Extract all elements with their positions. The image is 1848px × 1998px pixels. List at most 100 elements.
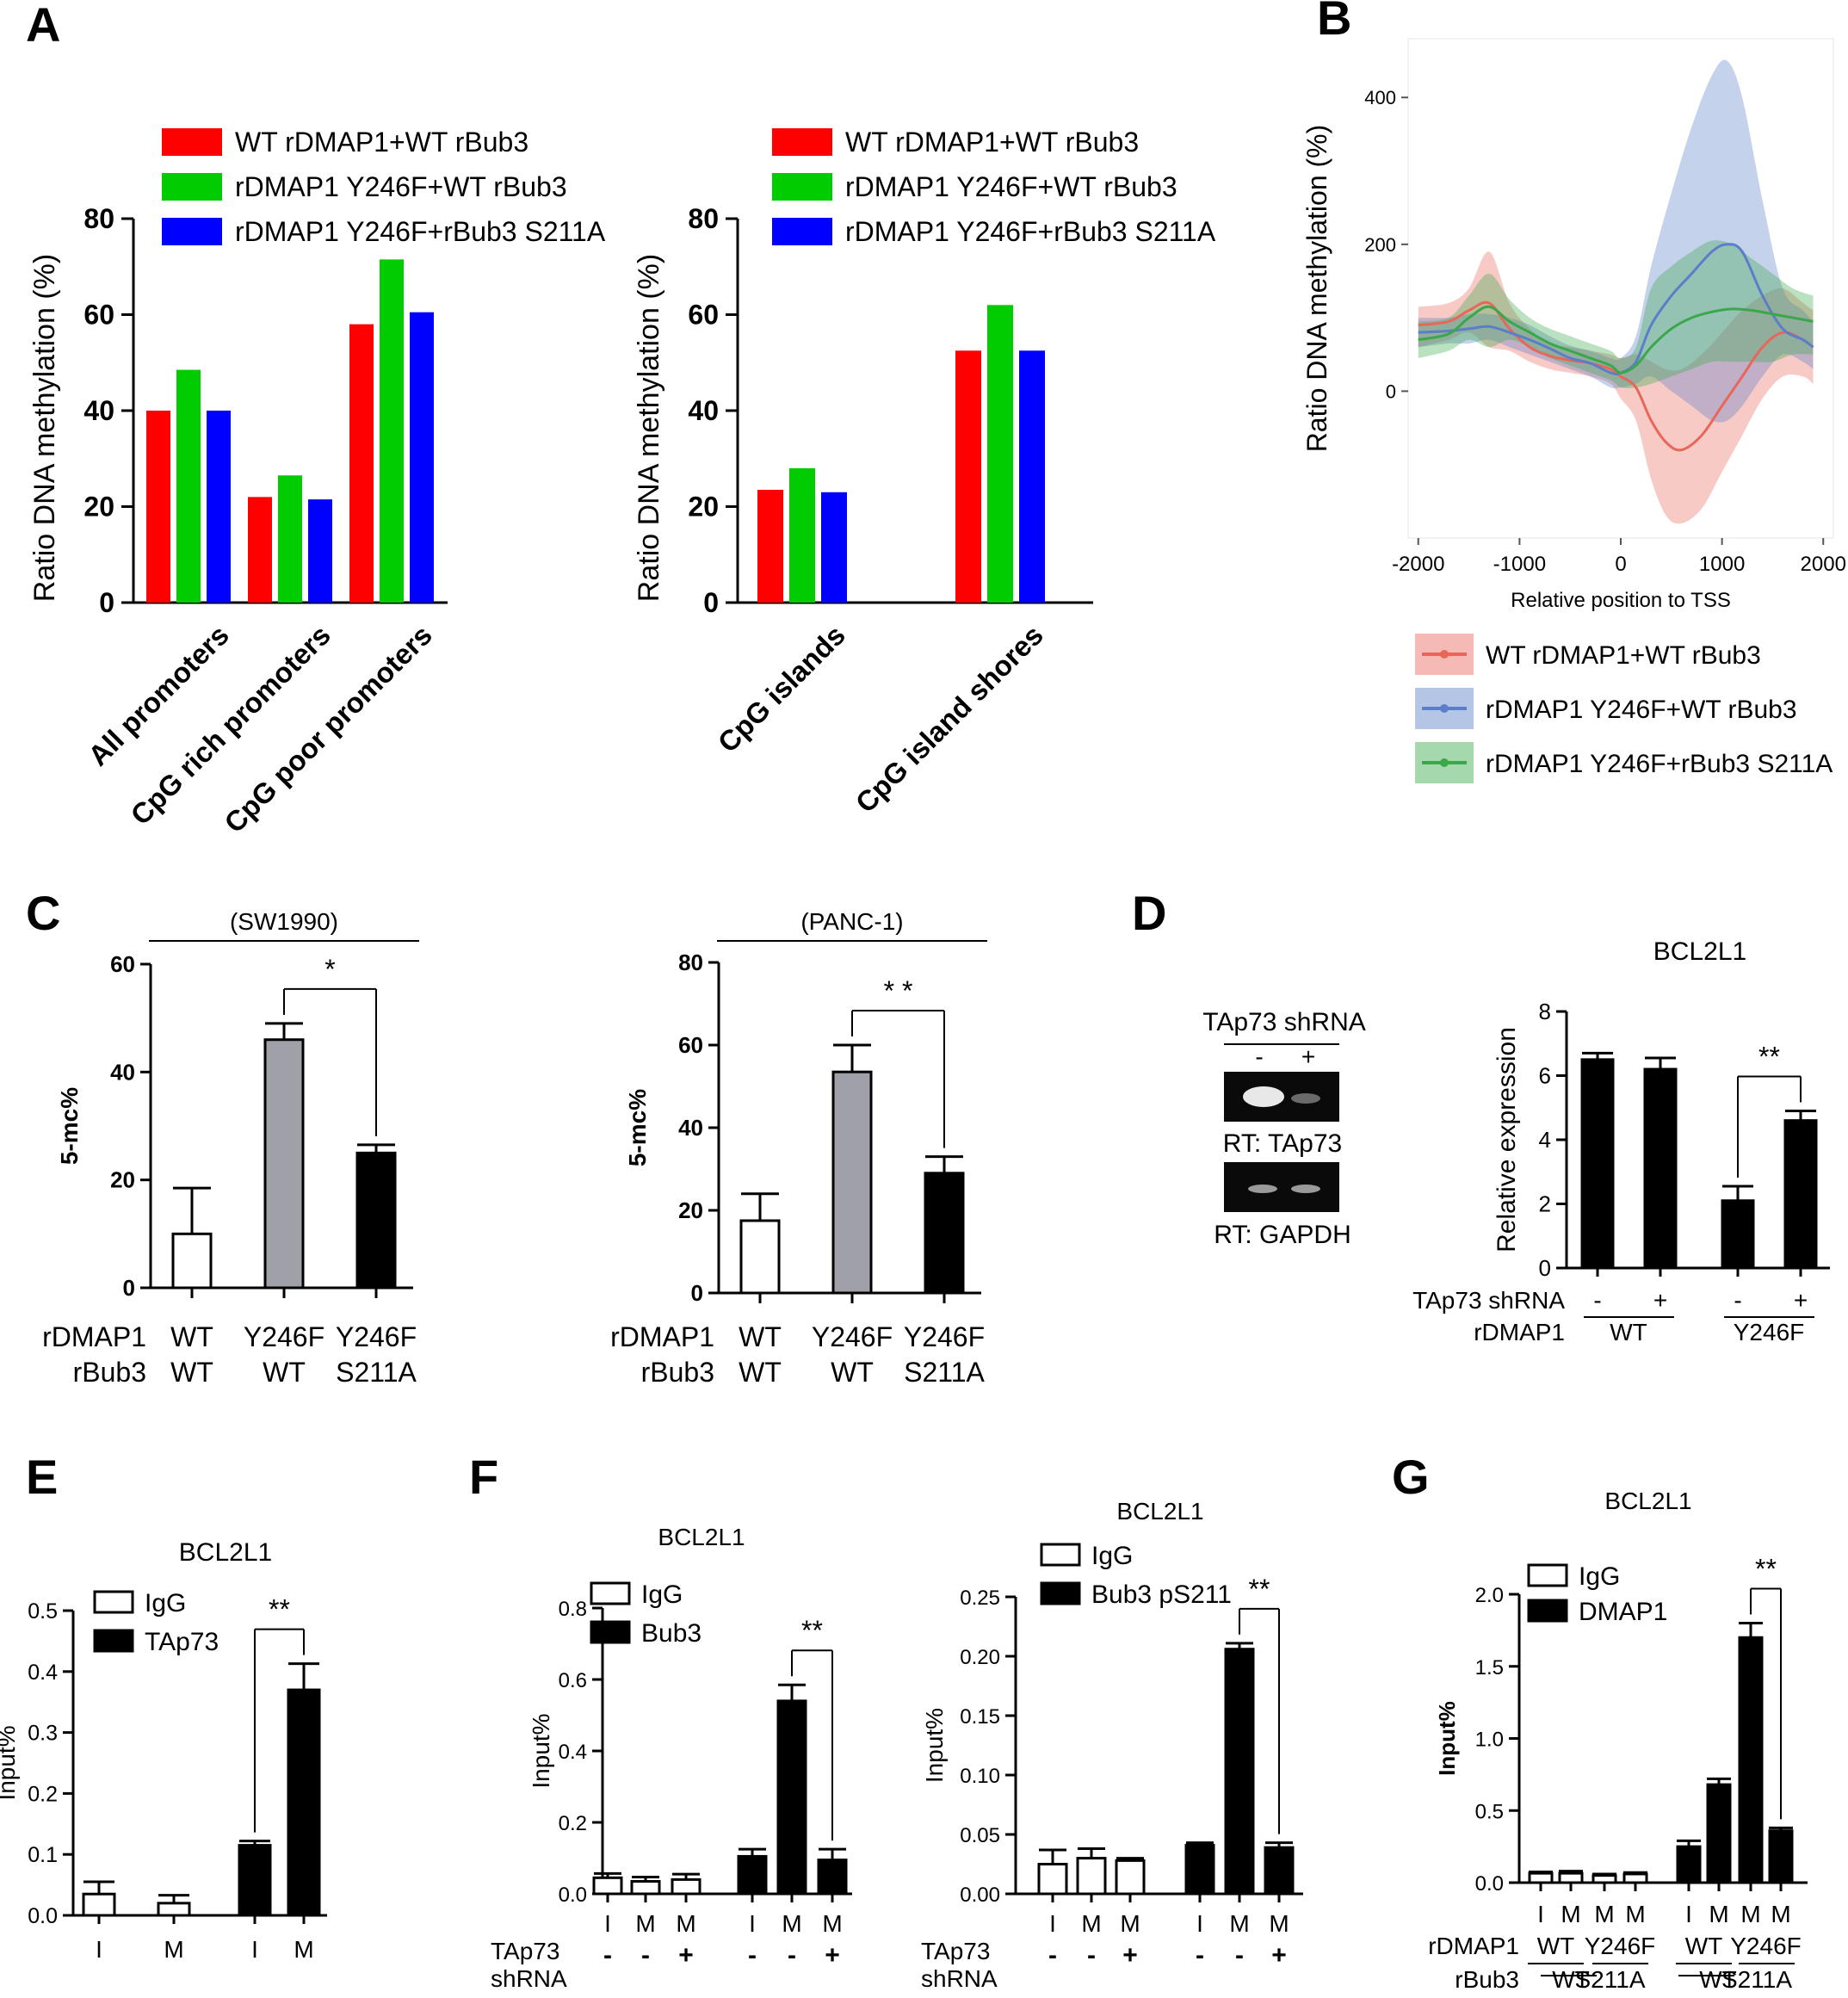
chart-title: BCL2L1 [658, 1524, 745, 1550]
legend-swatch [590, 1581, 631, 1605]
x-label: I [1049, 1910, 1056, 1937]
legend-dot [1440, 650, 1449, 659]
bar-5 [1706, 1783, 1732, 1884]
y-tick-label: 0.4 [28, 1661, 58, 1685]
x-category-label: CpG island shores [850, 619, 1049, 819]
bar-2 [671, 1877, 701, 1896]
bar-4 [1676, 1845, 1702, 1884]
panel-label-E: E [26, 1450, 58, 1504]
x-tick-label: 2000 [1801, 553, 1846, 576]
y-tick-label: 2.0 [1475, 1584, 1504, 1607]
shrna-sign: - [641, 1941, 650, 1970]
y-tick-label: 0.4 [559, 1741, 587, 1764]
bar-2 [924, 1172, 965, 1295]
legend-swatch [772, 173, 832, 201]
x-label: I [1537, 1901, 1544, 1927]
chart-C1: 0 20 40 60 5-mc% * (SW1990) rDMAP1 rBub3 WT WT Y246… [42, 908, 419, 1388]
chart-A2: 0 20 40 60 80 Ratio DNA methylation (%) CpG is… [633, 127, 1216, 819]
x-label: Y246F [904, 1321, 985, 1352]
blot-image-gapdh [1224, 1162, 1339, 1212]
y-tick-label: 0.2 [559, 1812, 587, 1835]
significance-label: ** [1755, 1554, 1777, 1585]
legend-label: rDMAP1 Y246F+rBub3 S211A [1486, 750, 1833, 778]
legend-label: WT rDMAP1+WT rBub3 [235, 127, 528, 158]
x-label: WT [170, 1357, 213, 1388]
group-label: WT [1685, 1933, 1723, 1959]
row-label: rBub3 [641, 1357, 714, 1388]
bar-2 [1721, 1199, 1755, 1270]
y-tick-label: 20 [83, 492, 114, 523]
group-label: WT [1537, 1933, 1575, 1959]
x-label: M [1771, 1901, 1790, 1927]
x-label: M [164, 1936, 183, 1963]
shrna-sign: - [603, 1941, 612, 1970]
x-label: Y246F [244, 1321, 324, 1352]
bar-5 [817, 1859, 848, 1896]
x-label: M [1740, 1901, 1760, 1927]
y-tick-label: 0.05 [960, 1824, 1000, 1847]
panel-label-C: C [26, 886, 60, 940]
significance-label: * [324, 954, 335, 985]
shrna-sign: + [1794, 1287, 1808, 1314]
y-tick-label: 0.0 [28, 1904, 58, 1928]
chart-title: BCL2L1 [1653, 937, 1746, 966]
row-label: rDMAP1 [610, 1321, 714, 1352]
y-tick-label: 0.8 [559, 1598, 587, 1621]
shrna-sign: - [1087, 1941, 1096, 1970]
chart-F2: 0.00 0.05 0.10 0.15 0.20 0.25 Input% ** BCL2L1 Ig… [921, 1498, 1303, 1992]
y-tick-label: 80 [678, 950, 703, 975]
group-label: WT [1699, 1966, 1737, 1993]
legend-label: IgG [641, 1580, 683, 1609]
bar-6 [1738, 1636, 1764, 1884]
x-label: M [294, 1936, 313, 1963]
legend-label: rDMAP1 Y246F+rBub3 S211A [235, 216, 606, 247]
x-category-label: CpG poor promoters [218, 619, 438, 839]
bar-4 [776, 1699, 807, 1896]
legend-label: Bub3 [641, 1619, 701, 1648]
bar-7 [1768, 1829, 1794, 1884]
bar-A1-0-2 [207, 411, 231, 603]
y-tick-label: 0 [1539, 1255, 1551, 1281]
legend-swatch [590, 1620, 631, 1644]
blot-band [1248, 1185, 1277, 1193]
x-label: S211A [904, 1357, 985, 1388]
y-tick-label: 0.25 [960, 1587, 1000, 1610]
y-tick-label: 4 [1539, 1127, 1551, 1153]
y-tick-label: 0.15 [960, 1705, 1000, 1729]
chart-title: (PANC-1) [800, 908, 903, 935]
legend-dot [1440, 704, 1449, 713]
y-axis-title: 5-mc% [624, 1089, 651, 1166]
x-tick-label: -1000 [1493, 553, 1546, 576]
blot-title: TAp73 shRNA [1202, 1008, 1366, 1036]
x-label: I [604, 1910, 611, 1937]
y-axis-title: Input% [1434, 1701, 1460, 1776]
y-tick-label: 20 [678, 1197, 703, 1223]
legend-label: WT rDMAP1+WT rBub3 [1486, 641, 1761, 670]
bar-A1-1-1 [278, 475, 302, 603]
y-tick-label: 40 [83, 395, 114, 426]
y-tick-label: 6 [1539, 1063, 1551, 1089]
x-category-label: CpG rich promoters [124, 619, 337, 832]
y-tick-label: 0 [703, 587, 719, 618]
shrna-sign: + [1653, 1287, 1667, 1314]
y-tick-label: 0.2 [28, 1782, 58, 1806]
row-label: rBub3 [73, 1357, 146, 1388]
legend-swatch [93, 1590, 134, 1614]
x-label: I [1685, 1901, 1692, 1927]
x-label: M [1269, 1910, 1289, 1937]
panel-label-F: F [469, 1450, 498, 1504]
significance-label: * * [884, 975, 913, 1006]
blot-band [1243, 1086, 1284, 1107]
legend-label: rDMAP1 Y246F+WT rBub3 [1486, 696, 1797, 724]
bar-A1-1-2 [308, 499, 332, 603]
y-tick-label: 80 [83, 203, 114, 234]
legend-swatch [1040, 1543, 1081, 1567]
bar-0 [592, 1876, 623, 1896]
y-tick-label: 400 [1364, 87, 1396, 108]
x-label: M [1709, 1901, 1728, 1927]
lane-label: + [1301, 1043, 1315, 1070]
y-tick-label: 60 [688, 300, 719, 331]
group-label: WT [1552, 1966, 1590, 1993]
y-tick-label: 1.5 [1475, 1656, 1504, 1679]
